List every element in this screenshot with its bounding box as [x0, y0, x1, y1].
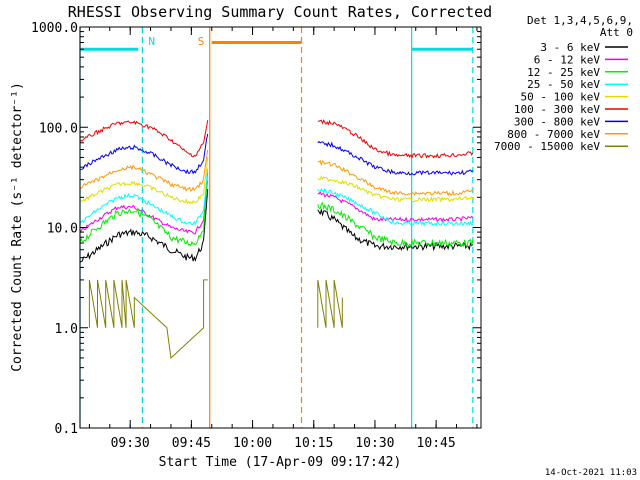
annotation-label-n: N: [148, 35, 155, 48]
legend-header-1: Att 0: [600, 26, 633, 39]
series-line-3-0: [79, 168, 209, 226]
series-line-2-1: [317, 201, 474, 248]
series-line-4-1: [317, 175, 474, 203]
series-line-6-0: [80, 133, 209, 175]
legend-label-6: 300 - 800 keV: [514, 115, 600, 128]
legend-label-3: 25 - 50 keV: [527, 78, 600, 91]
plot-frame: [79, 26, 482, 429]
series-7: [79, 149, 474, 197]
series-line-1-1: [317, 190, 474, 223]
series-1: [79, 172, 474, 235]
x-tick-label-1: 09:45: [172, 436, 211, 451]
series-6: [80, 133, 474, 176]
series-5: [79, 119, 474, 159]
y-tick-label-4: 1000.0: [31, 21, 78, 36]
series-line-6-1: [317, 140, 474, 176]
legend-label-4: 50 - 100 keV: [521, 91, 601, 104]
axes: 0.1 1.0 10.0 100.0 1000.0 09:30 09:45 10:00 10:1…: [31, 21, 482, 451]
legend-label-8: 7000 - 15000 keV: [494, 140, 600, 153]
legend-label-1: 6 - 12 keV: [534, 53, 601, 66]
series-3: [79, 168, 474, 227]
footer-timestamp: 14-Oct-2021 11:03: [545, 468, 637, 478]
series-line-1-0: [79, 172, 209, 235]
series-line-8-0: [88, 279, 208, 359]
legend-label-5: 100 - 300 keV: [514, 103, 600, 116]
y-tick-label-0: 0.1: [55, 422, 78, 437]
series-line-0-1: [317, 208, 474, 252]
series-line-5-0: [79, 120, 209, 158]
legend-label-2: 12 - 25 keV: [527, 66, 600, 79]
series-line-2-0: [79, 180, 209, 247]
legend-header-0: Det 1,3,4,5,6,9,: [527, 14, 633, 27]
series-2: [79, 180, 474, 248]
x-tick-label-2: 10:00: [233, 436, 272, 451]
x-tick-label-5: 10:45: [417, 436, 456, 451]
series-0: [79, 188, 474, 263]
series-line-5-1: [317, 119, 474, 159]
x-tick-label-0: 09:30: [111, 436, 150, 451]
y-tick-label-3: 100.0: [39, 121, 78, 136]
series-line-0-0: [79, 188, 209, 263]
series-line-7-1: [317, 159, 474, 197]
series-line-4-0: [79, 157, 209, 205]
y-tick-label-2: 10.0: [47, 222, 78, 237]
series-line-3-1: [317, 187, 474, 227]
legend-label-7: 800 - 7000 keV: [507, 128, 600, 141]
x-tick-label-3: 10:15: [294, 436, 333, 451]
x-axis-label: Start Time (17-Apr-09 09:17:42): [159, 455, 402, 470]
x-tick-label-4: 10:30: [355, 436, 394, 451]
legend-label-0: 3 - 6 keV: [540, 41, 600, 54]
series-line-7-0: [79, 149, 209, 192]
chart-title: RHESSI Observing Summary Count Rates, Co…: [68, 3, 492, 21]
y-axis-label: Corrected Count Rate (s⁻¹ detector⁻¹): [10, 82, 25, 372]
series-8: [88, 279, 343, 359]
y-tick-label-1: 1.0: [55, 322, 78, 337]
annotation-label-s: S: [198, 35, 205, 48]
series-line-8-1: [317, 279, 343, 328]
series-4: [79, 157, 474, 205]
